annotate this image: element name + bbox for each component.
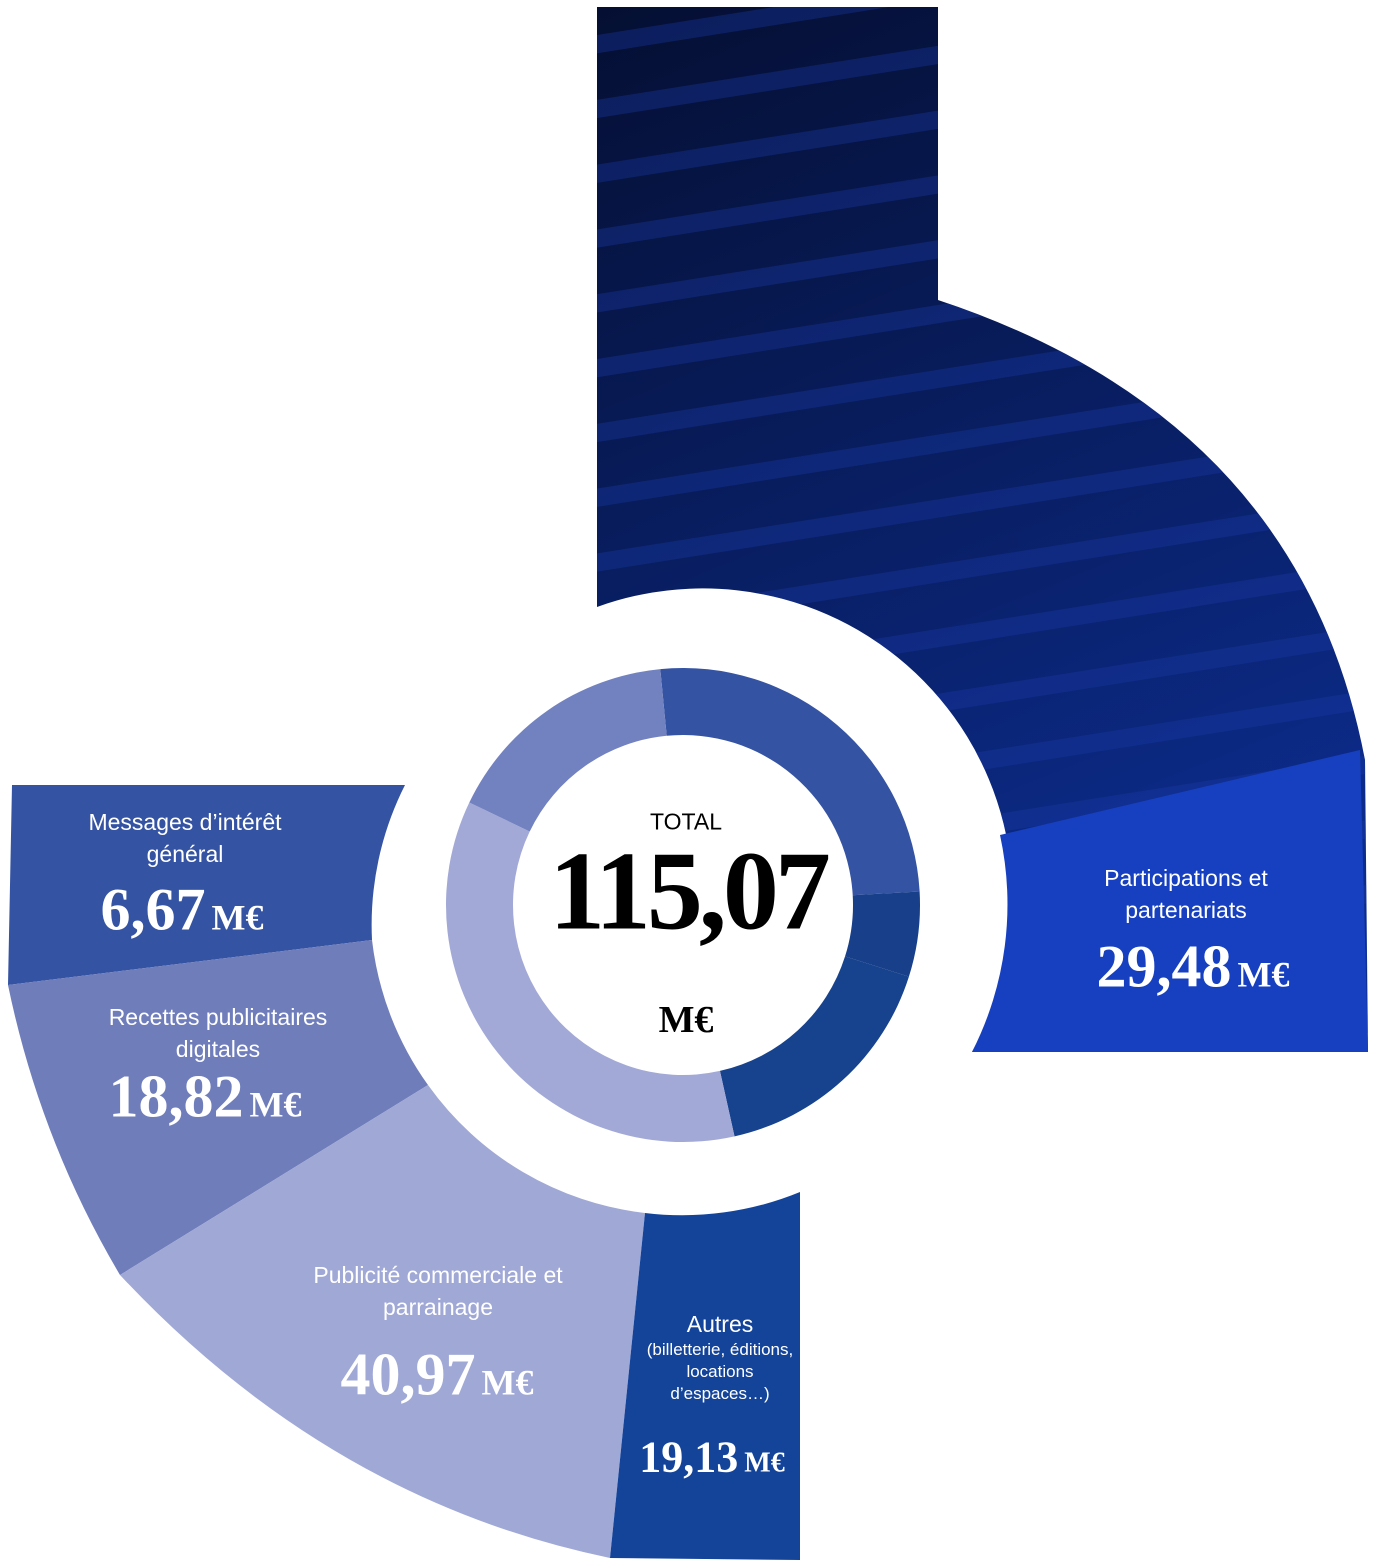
value-unit: M€ bbox=[744, 1447, 785, 1479]
participations-label-area bbox=[972, 750, 1368, 1052]
donut-segment bbox=[719, 956, 909, 1137]
value-number: 19,13 bbox=[639, 1432, 739, 1482]
category-label: Autres bbox=[686, 1311, 754, 1337]
value-label: 6,67 M€ bbox=[101, 876, 264, 945]
value-label: 18,82 M€ bbox=[109, 1063, 302, 1132]
category-label: Participations et partenariats bbox=[1104, 865, 1268, 923]
value-number: 29,48 bbox=[1096, 933, 1232, 1000]
category-label: Publicité commerciale et parrainage bbox=[313, 1262, 563, 1320]
messages-panel bbox=[8, 785, 405, 985]
publicite-panel bbox=[120, 1085, 645, 1558]
donut-segment bbox=[660, 668, 920, 896]
value-unit: M€ bbox=[249, 1084, 302, 1125]
donut-segment bbox=[469, 669, 667, 832]
donut bbox=[446, 668, 920, 1143]
value-unit: M€ bbox=[481, 1362, 534, 1403]
value-unit: M€ bbox=[211, 897, 264, 938]
total-label: TOTAL bbox=[650, 808, 722, 835]
value-label: 19,13 M€ bbox=[639, 1432, 784, 1483]
value-number: 18,82 bbox=[108, 1063, 244, 1130]
total-unit: M€ bbox=[658, 999, 714, 1041]
category-label: Messages d’intérêt général bbox=[88, 809, 282, 867]
total-value: 115,07 bbox=[549, 829, 831, 954]
value-number: 6,67 bbox=[100, 876, 206, 943]
autres-panel bbox=[610, 1192, 800, 1560]
value-label: 29,48 M€ bbox=[1097, 933, 1290, 1002]
category-label: Recettes publicitaires digitales bbox=[108, 1004, 328, 1062]
recettes-panel bbox=[8, 940, 428, 1275]
donut-segment bbox=[845, 891, 920, 977]
participations-texture bbox=[597, 7, 1368, 1052]
donut-segment bbox=[446, 802, 735, 1143]
value-number: 40,97 bbox=[340, 1341, 476, 1408]
value-label: 40,97 M€ bbox=[341, 1341, 534, 1410]
value-unit: M€ bbox=[1237, 954, 1290, 995]
category-note: (billetterie, éditions, locations d’espa… bbox=[646, 1340, 794, 1403]
